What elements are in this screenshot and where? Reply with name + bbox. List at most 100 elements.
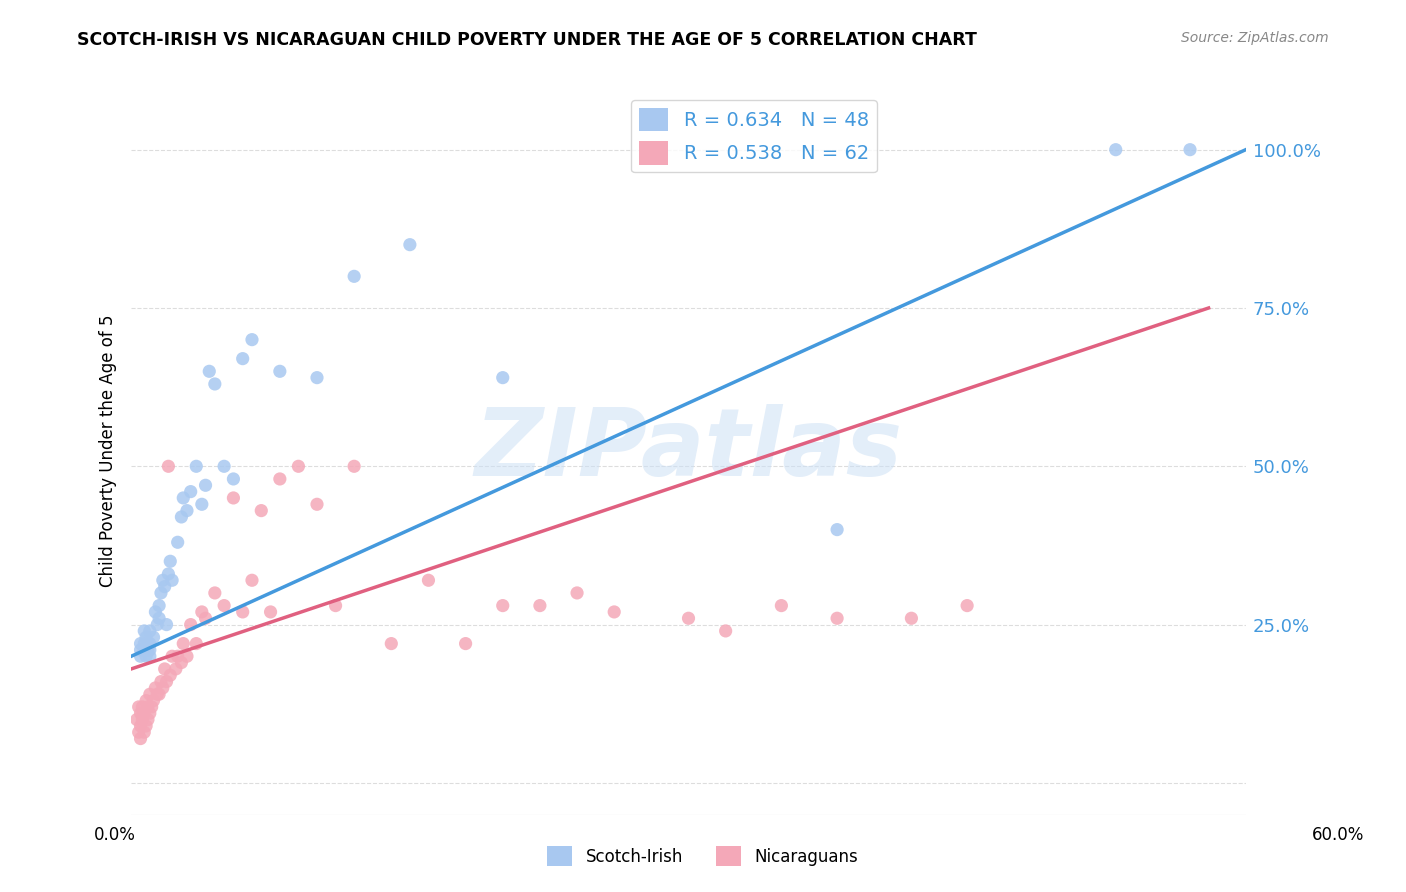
Point (129, 637, 152, 651)
Point (269, 472, 291, 486)
Point (139, 687, 162, 701)
Point (141, 700, 163, 714)
Point (212, 599, 235, 613)
Point (142, 693, 165, 707)
Point (131, 713, 153, 727)
Point (204, 376, 226, 391)
Point (135, 719, 157, 733)
Point (160, 649, 183, 664)
Point (194, 611, 217, 625)
Point (714, 624, 737, 638)
Point (136, 643, 159, 657)
Point (186, 459, 208, 474)
Y-axis label: Child Poverty Under the Age of 5: Child Poverty Under the Age of 5 (100, 314, 117, 587)
Point (146, 687, 169, 701)
Point (134, 624, 156, 638)
Point (134, 637, 156, 651)
Point (149, 586, 172, 600)
Point (900, 611, 922, 625)
Point (135, 630, 157, 644)
Point (222, 491, 245, 505)
Point (157, 566, 180, 581)
Point (152, 574, 174, 588)
Point (129, 643, 152, 657)
Point (135, 693, 157, 707)
Point (305, 497, 328, 511)
Point (166, 535, 188, 549)
Point (134, 706, 156, 721)
Point (191, 605, 214, 619)
Point (343, 269, 366, 284)
Point (380, 637, 402, 651)
Point (172, 491, 194, 505)
Point (194, 478, 217, 492)
Point (136, 700, 159, 714)
Point (157, 459, 180, 474)
Point (170, 510, 193, 524)
Point (1105, 143, 1128, 157)
Text: 60.0%: 60.0% (1312, 826, 1365, 844)
Point (565, 586, 588, 600)
Point (125, 713, 148, 727)
Point (240, 333, 263, 347)
Point (603, 605, 626, 619)
Legend: R = 0.634   N = 48, R = 0.538   N = 62: R = 0.634 N = 48, R = 0.538 N = 62 (631, 100, 877, 172)
Point (325, 599, 347, 613)
Point (153, 662, 176, 676)
Point (1178, 143, 1201, 157)
Point (142, 630, 165, 644)
Point (136, 713, 159, 727)
Point (134, 725, 156, 739)
Point (250, 503, 273, 517)
Point (180, 484, 202, 499)
Point (825, 523, 848, 537)
Point (343, 459, 366, 474)
Point (240, 574, 263, 588)
Point (146, 617, 169, 632)
Point (134, 643, 156, 657)
Point (232, 351, 254, 366)
Point (160, 574, 183, 588)
Point (128, 700, 150, 714)
Point (129, 706, 152, 721)
Text: 0.0%: 0.0% (94, 826, 136, 844)
Point (305, 370, 328, 384)
Point (128, 725, 150, 739)
Point (155, 674, 177, 689)
Point (770, 599, 793, 613)
Point (152, 681, 174, 695)
Point (529, 599, 551, 613)
Point (232, 605, 254, 619)
Point (198, 364, 221, 378)
Point (454, 637, 477, 651)
Point (139, 624, 162, 638)
Point (492, 599, 515, 613)
Point (399, 237, 422, 252)
Point (492, 370, 515, 384)
Point (148, 611, 170, 625)
Point (145, 605, 167, 619)
Point (148, 687, 170, 701)
Point (139, 649, 162, 664)
Point (678, 611, 700, 625)
Point (204, 586, 226, 600)
Text: Source: ZipAtlas.com: Source: ZipAtlas.com (1181, 31, 1329, 45)
Point (135, 649, 157, 664)
Point (269, 364, 291, 378)
Point (287, 459, 309, 474)
Point (191, 497, 214, 511)
Point (145, 681, 167, 695)
Point (176, 503, 198, 517)
Point (131, 700, 153, 714)
Point (180, 617, 202, 632)
Point (166, 649, 188, 664)
Point (212, 459, 235, 474)
Point (186, 637, 208, 651)
Point (172, 637, 194, 651)
Text: ZIPatlas: ZIPatlas (474, 404, 903, 497)
Point (139, 706, 162, 721)
Point (129, 731, 152, 746)
Point (148, 599, 170, 613)
Point (136, 637, 159, 651)
Point (129, 649, 152, 664)
